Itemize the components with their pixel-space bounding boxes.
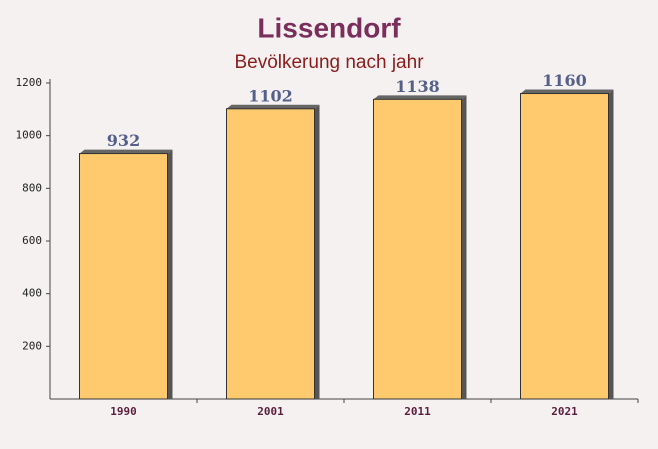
y-tick-label: 1200: [16, 76, 43, 89]
x-tick-label: 1990: [110, 405, 137, 418]
bar: [226, 108, 315, 400]
value-label: 1160: [542, 71, 587, 90]
bar-shadow-top: [520, 89, 614, 94]
value-label: 1102: [248, 86, 293, 105]
bar-shadow: [608, 89, 614, 400]
y-tick-label: 400: [22, 287, 42, 300]
x-tick-label: 2011: [404, 405, 431, 418]
value-label: 1138: [395, 77, 440, 96]
bar: [520, 93, 609, 400]
bar-shadow: [461, 95, 467, 400]
bar: [79, 153, 168, 400]
chart-title: Lissendorf: [257, 12, 401, 43]
bar-shadow-top: [79, 149, 173, 154]
bar-shadow-top: [373, 95, 467, 100]
x-tick-label: 2021: [551, 405, 578, 418]
bar-shadow-top: [226, 104, 320, 109]
y-tick-label: 600: [22, 234, 42, 247]
bar-shadow: [314, 104, 320, 399]
y-tick-label: 1000: [16, 129, 43, 142]
y-tick-label: 200: [22, 339, 42, 352]
x-tick-label: 2001: [257, 405, 284, 418]
chart-subtitle: Bevölkerung nach jahr: [234, 52, 424, 73]
y-tick-label: 800: [22, 181, 42, 194]
value-label: 932: [107, 131, 140, 150]
bar-shadow: [167, 149, 173, 399]
bar: [373, 98, 462, 400]
